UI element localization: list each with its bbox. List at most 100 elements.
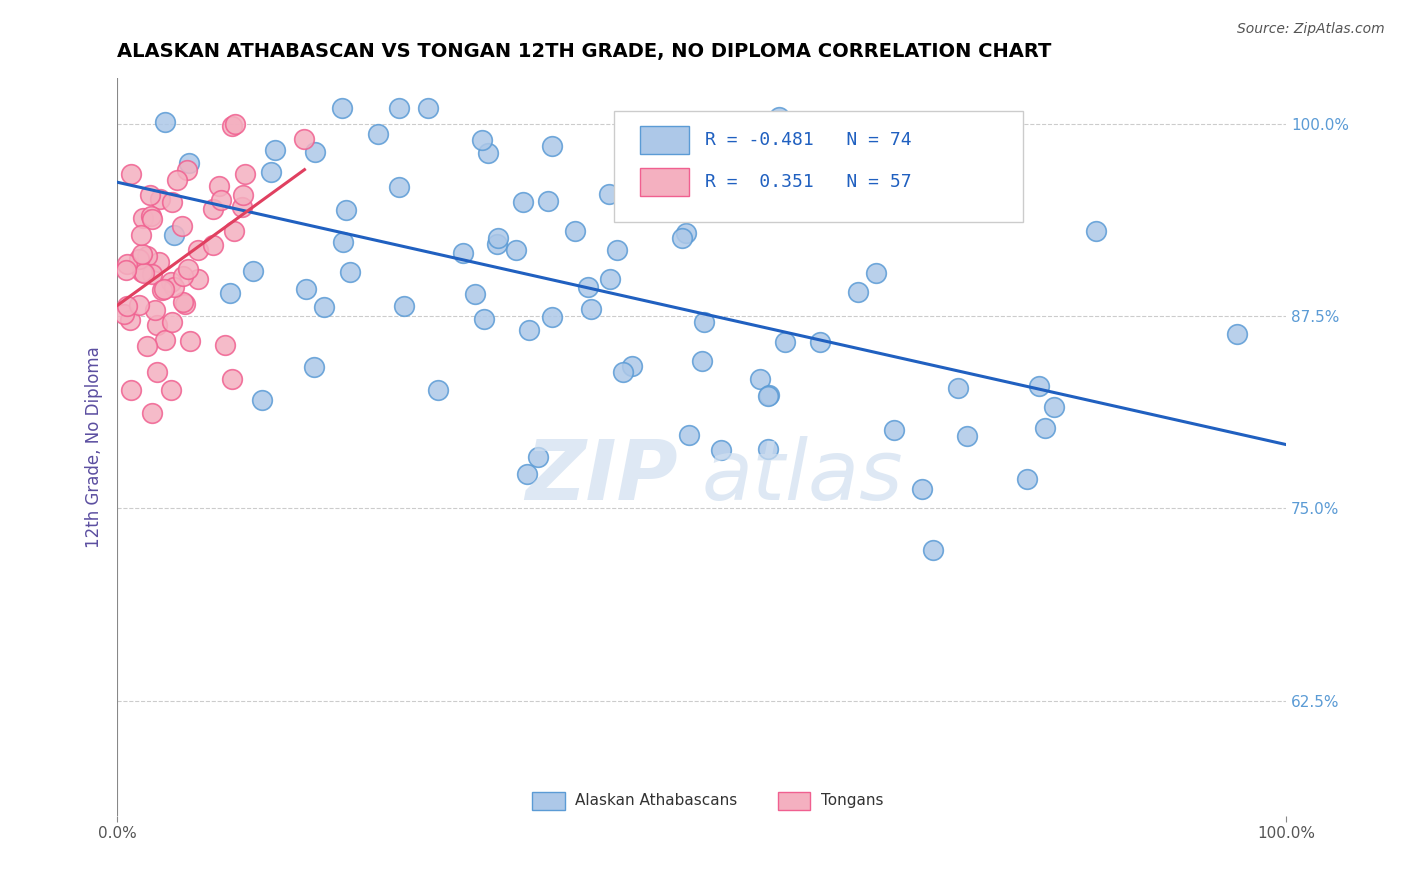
Point: [1226, 327, 1249, 342]
Point: [472, 311, 495, 326]
Text: R =  0.351   N = 57: R = 0.351 N = 57: [704, 173, 911, 191]
Point: [179, 334, 201, 348]
Point: [117, 256, 139, 270]
Point: [131, 246, 153, 260]
Point: [163, 227, 186, 242]
Point: [486, 231, 509, 245]
Point: [477, 145, 499, 160]
Point: [710, 442, 733, 457]
Point: [160, 315, 183, 329]
Point: [115, 263, 138, 277]
Point: [120, 313, 142, 327]
Point: [176, 162, 198, 177]
Point: [486, 237, 509, 252]
Point: [775, 334, 797, 349]
Point: [304, 145, 326, 159]
Y-axis label: 12th Grade, No Diploma: 12th Grade, No Diploma: [86, 346, 103, 548]
Point: [141, 406, 163, 420]
FancyBboxPatch shape: [614, 111, 1024, 221]
Point: [808, 334, 831, 349]
Point: [141, 212, 163, 227]
Point: [152, 282, 174, 296]
Point: [883, 423, 905, 437]
Point: [141, 267, 163, 281]
Point: [579, 302, 602, 317]
Point: [735, 178, 758, 193]
Point: [367, 127, 389, 141]
Point: [692, 315, 714, 329]
Point: [160, 275, 183, 289]
Point: [846, 285, 869, 300]
Point: [143, 302, 166, 317]
Point: [146, 318, 169, 332]
Point: [134, 266, 156, 280]
Point: [865, 266, 887, 280]
Point: [541, 310, 564, 324]
Point: [149, 192, 172, 206]
Point: [768, 110, 790, 124]
Point: [136, 249, 159, 263]
Point: [162, 195, 184, 210]
Point: [922, 543, 945, 558]
Point: [505, 243, 527, 257]
Point: [128, 252, 150, 266]
Point: [956, 429, 979, 443]
Point: [388, 101, 411, 115]
Point: [606, 243, 628, 257]
Point: [537, 194, 560, 208]
Point: [159, 383, 181, 397]
Point: [201, 238, 224, 252]
Point: [172, 294, 194, 309]
FancyBboxPatch shape: [531, 791, 565, 810]
Point: [426, 383, 449, 397]
Point: [464, 287, 486, 301]
Point: [335, 202, 357, 217]
Point: [734, 169, 756, 183]
Point: [612, 365, 634, 379]
Point: [179, 156, 201, 170]
Point: [208, 178, 231, 193]
Point: [302, 359, 325, 374]
Point: [117, 299, 139, 313]
Point: [576, 280, 599, 294]
Point: [756, 442, 779, 457]
Point: [172, 269, 194, 284]
Point: [128, 298, 150, 312]
Point: [260, 164, 283, 178]
Text: ALASKAN ATHABASCAN VS TONGAN 12TH GRADE, NO DIPLOMA CORRELATION CHART: ALASKAN ATHABASCAN VS TONGAN 12TH GRADE,…: [117, 42, 1052, 61]
Point: [471, 133, 494, 147]
Point: [177, 262, 200, 277]
Text: atlas: atlas: [702, 436, 903, 516]
Point: [131, 265, 153, 279]
Point: [201, 202, 224, 216]
Point: [150, 283, 173, 297]
Point: [242, 264, 264, 278]
Point: [330, 101, 353, 115]
Point: [541, 138, 564, 153]
Point: [221, 119, 243, 133]
Point: [174, 297, 197, 311]
Point: [598, 186, 620, 201]
Point: [1043, 400, 1066, 414]
Point: [263, 143, 285, 157]
Point: [224, 224, 246, 238]
Point: [678, 428, 700, 442]
Point: [527, 450, 550, 464]
FancyBboxPatch shape: [640, 126, 689, 153]
Point: [170, 219, 193, 234]
Point: [416, 101, 439, 115]
Point: [621, 359, 644, 373]
Point: [163, 280, 186, 294]
Point: [339, 264, 361, 278]
Point: [209, 193, 232, 207]
Point: [332, 235, 354, 249]
Point: [233, 167, 256, 181]
Point: [675, 199, 697, 213]
Point: [388, 179, 411, 194]
Point: [946, 381, 969, 395]
Point: [221, 372, 243, 386]
Point: [675, 226, 697, 240]
Point: [516, 467, 538, 482]
Point: [1084, 224, 1107, 238]
Point: [131, 227, 153, 242]
